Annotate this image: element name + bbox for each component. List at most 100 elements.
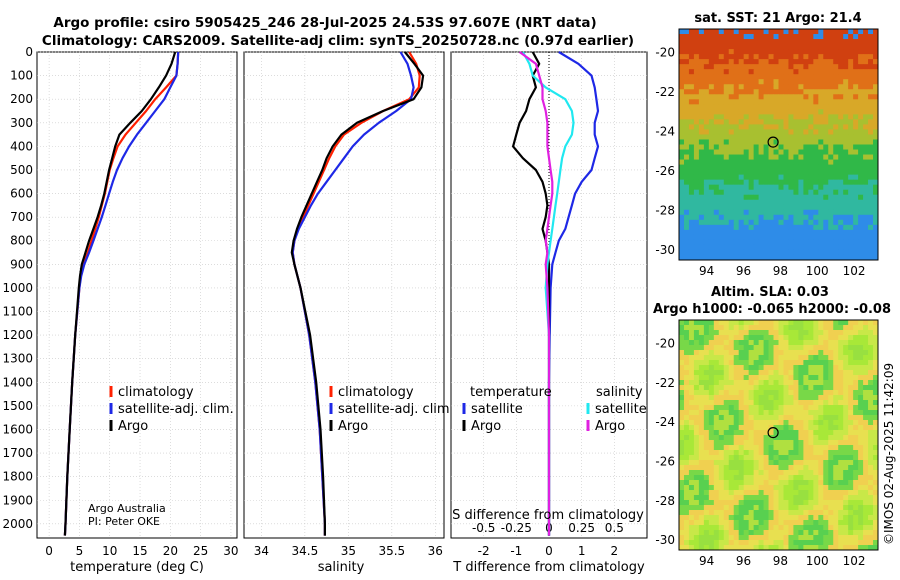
heatmap-cell: [828, 455, 834, 461]
heatmap-cell: [753, 475, 760, 481]
heatmap-cell: [803, 365, 809, 371]
heatmap-cell: [713, 405, 720, 411]
heatmap-cell: [703, 254, 710, 261]
heatmap-cell: [763, 455, 769, 461]
heatmap-cell: [858, 204, 864, 211]
depth-tick-label: 0: [25, 45, 33, 59]
heatmap-cell: [773, 395, 779, 401]
heatmap-cell: [753, 244, 760, 251]
heatmap-cell: [698, 470, 705, 476]
heatmap-cell: [853, 79, 859, 85]
heatmap-cell: [853, 455, 859, 461]
heatmap-cell: [783, 455, 789, 461]
heatmap-cell: [783, 335, 789, 341]
heatmap-cell: [868, 545, 874, 551]
heatmap-cell: [723, 515, 730, 521]
heatmap-cell: [733, 89, 740, 95]
heatmap-cell: [683, 214, 690, 221]
heatmap-cell: [773, 510, 779, 516]
heatmap-cell: [728, 440, 735, 446]
heatmap-cell: [753, 54, 760, 60]
heatmap-cell: [788, 325, 794, 331]
heatmap-cell: [808, 159, 814, 165]
heatmap-cell: [753, 164, 760, 171]
heatmap-cell: [873, 249, 879, 256]
heatmap-cell: [868, 89, 874, 95]
heatmap-cell: [698, 29, 705, 35]
heatmap-cell: [873, 39, 879, 45]
heatmap-cell: [708, 189, 715, 196]
heatmap-cell: [833, 360, 839, 366]
heatmap-cell: [738, 510, 745, 516]
heatmap-cell: [679, 74, 685, 80]
x-tick-label: 35: [341, 544, 356, 558]
heatmap-cell: [833, 530, 839, 536]
heatmap-cell: [788, 335, 794, 341]
heatmap-cell: [803, 189, 809, 196]
heatmap-cell: [748, 69, 755, 75]
heatmap-cell: [798, 89, 804, 95]
x-tick-label: -1: [510, 544, 522, 558]
heatmap-cell: [813, 214, 819, 221]
heatmap-cell: [758, 134, 764, 140]
heatmap-cell: [713, 109, 720, 115]
heatmap-cell: [823, 500, 829, 506]
heatmap-cell: [863, 485, 869, 491]
heatmap-cell: [798, 114, 804, 120]
heatmap-cell: [718, 540, 725, 546]
heatmap-cell: [848, 355, 854, 361]
heatmap-cell: [803, 209, 809, 216]
heatmap-cell: [848, 465, 854, 471]
heatmap-cell: [738, 335, 745, 341]
heatmap-cell: [833, 365, 839, 371]
heatmap-cell: [788, 500, 794, 506]
heatmap-cell: [843, 29, 849, 35]
heatmap-cell: [808, 104, 814, 110]
heatmap-cell: [793, 370, 799, 376]
heatmap-cell: [723, 405, 730, 411]
heatmap-cell: [843, 184, 849, 191]
heatmap-cell: [713, 74, 720, 80]
heatmap-cell: [808, 335, 814, 341]
heatmap-cell: [868, 345, 874, 351]
heatmap-cell: [823, 430, 829, 436]
heatmap-cell: [863, 164, 869, 171]
heatmap-cell: [873, 254, 879, 261]
heatmap-cell: [753, 540, 760, 546]
heatmap-cell: [723, 119, 730, 125]
heatmap-cell: [693, 84, 700, 90]
heatmap-cell: [718, 545, 725, 551]
heatmap-cell: [838, 435, 844, 441]
heatmap-cell: [843, 430, 849, 436]
heatmap-cell: [683, 545, 690, 551]
heatmap-cell: [708, 460, 715, 466]
heatmap-cell: [788, 169, 794, 176]
heatmap-cell: [808, 174, 814, 181]
heatmap-cell: [828, 194, 834, 201]
heatmap-cell: [813, 109, 819, 115]
heatmap-cell: [848, 515, 854, 521]
heatmap-cell: [708, 169, 715, 176]
heatmap-cell: [793, 340, 799, 346]
heatmap-cell: [738, 209, 745, 216]
heatmap-cell: [853, 129, 859, 135]
heatmap-cell: [763, 189, 769, 196]
heatmap-cell: [793, 500, 799, 506]
heatmap-cell: [693, 515, 700, 521]
heatmap-cell: [738, 234, 745, 241]
heatmap-cell: [813, 134, 819, 140]
heatmap-cell: [843, 144, 849, 150]
heatmap-cell: [683, 380, 690, 386]
heatmap-cell: [708, 400, 715, 406]
heatmap-cell: [788, 525, 794, 531]
heatmap-cell: [843, 39, 849, 45]
heatmap-cell: [728, 189, 735, 196]
heatmap-cell: [713, 164, 720, 171]
heatmap-cell: [728, 74, 735, 80]
heatmap-cell: [853, 199, 859, 206]
heatmap-cell: [728, 340, 735, 346]
heatmap-cell: [828, 445, 834, 451]
heatmap-cell: [813, 254, 819, 261]
heatmap-cell: [848, 49, 854, 55]
heatmap-cell: [679, 470, 685, 476]
